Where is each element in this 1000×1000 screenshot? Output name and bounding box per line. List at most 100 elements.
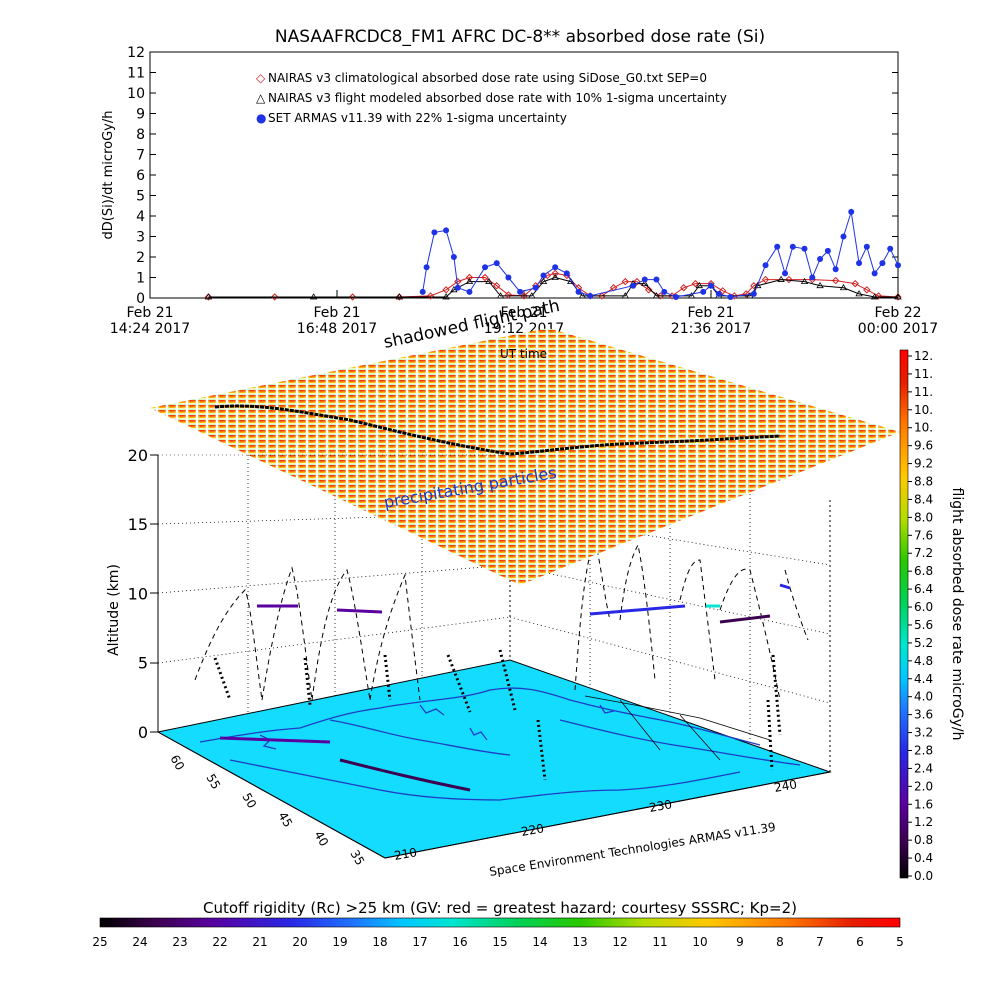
- series-point: [528, 292, 536, 299]
- series-point: [856, 260, 863, 267]
- latitude-tick-label: 40: [311, 829, 331, 849]
- series-point: [656, 292, 665, 300]
- dose-tick-label: 3.6: [914, 708, 933, 722]
- series-point: [661, 288, 668, 295]
- series-point: [630, 282, 637, 289]
- series-point: [816, 281, 824, 289]
- series-point: [715, 290, 722, 297]
- series-point: [505, 274, 512, 281]
- series-point: [750, 281, 758, 290]
- rigidity-tick-label: 6: [856, 935, 864, 949]
- dose-colorbar-label: flight absorbed dose rate microGy/h: [949, 488, 965, 741]
- x-tick-label: Feb 22: [874, 305, 921, 321]
- rigidity-tick-label: 17: [412, 935, 427, 949]
- series-point: [895, 262, 901, 269]
- dose-tick-label: 12.: [914, 349, 933, 363]
- rigidity-tick-label: 14: [532, 935, 547, 949]
- dose-tick-label: 8.4: [914, 492, 933, 506]
- series-point: [465, 273, 474, 282]
- dose-tick-label: 5.2: [914, 636, 933, 650]
- series-point: [774, 243, 781, 250]
- series-point: [652, 292, 661, 299]
- series-point: [672, 293, 679, 300]
- series-point: [504, 291, 513, 299]
- dose-colorbar: [899, 349, 909, 879]
- dose-tick-label: 9.2: [914, 457, 933, 471]
- dose-colorbar-ticks: 12. 11. 11. 10. 10. 9.6 9.2 8.8 8.4 8.0 7.6 7.2 6.8 6…: [908, 349, 933, 883]
- series-point: [520, 292, 528, 300]
- series-point: [742, 290, 750, 298]
- top-plot-area: [149, 51, 899, 299]
- rigidity-tick-label: 13: [572, 935, 587, 949]
- legend: ◇ NAIRAS v3 climatological absorbed dose …: [256, 71, 727, 125]
- x-tick-label: 16:48 2017: [297, 321, 377, 337]
- rigidity-colorbar: [99, 917, 901, 928]
- altitude-tick-label: 20: [128, 446, 148, 465]
- x-tick-label: 21:36 2017: [671, 321, 751, 337]
- latitude-axis: 60 55 50 45 40 35: [167, 753, 367, 868]
- x-tick-label: Feb 21: [313, 305, 360, 321]
- y-tick-label: 7: [136, 148, 145, 164]
- top-y-axis-label: dD(Si)/dt microGy/h: [101, 111, 116, 240]
- longitude-tick-label: 230: [648, 797, 673, 815]
- series-point: [832, 266, 839, 273]
- series-point: [874, 292, 883, 300]
- series-point: [204, 293, 213, 300]
- latitude-tick-label: 55: [203, 772, 223, 792]
- dose-tick-label: 8.8: [914, 475, 933, 489]
- dose-tick-label: 0.4: [914, 851, 933, 865]
- rigidity-tick-label: 25: [92, 935, 107, 949]
- series-point: [695, 281, 704, 289]
- series-point: [641, 279, 649, 287]
- dose-tick-label: 8.0: [914, 510, 933, 524]
- series-point: [551, 273, 559, 280]
- series-point: [466, 288, 473, 295]
- latitude-tick-label: 50: [239, 791, 259, 811]
- series-point: [539, 277, 548, 284]
- series-point: [839, 283, 848, 291]
- series-point: [621, 292, 629, 299]
- series-point: [532, 284, 539, 291]
- dose-tick-label: 2.8: [914, 743, 933, 757]
- rigidity-tick-label: 20: [292, 935, 307, 949]
- rigidity-tick-label: 5: [896, 935, 904, 949]
- series-point: [551, 269, 559, 278]
- series-point: [762, 262, 769, 269]
- series-point: [789, 243, 796, 250]
- series-point: [431, 229, 438, 236]
- latitude-tick-label: 35: [347, 848, 367, 868]
- series-point: [777, 275, 785, 282]
- y-tick-label: 5: [136, 189, 145, 205]
- series-point: [496, 292, 505, 299]
- series-point: [785, 275, 793, 284]
- series-point: [855, 290, 863, 297]
- dose-tick-label: 7.2: [914, 546, 933, 560]
- y-tick-label: 12: [127, 45, 145, 61]
- dose-tick-label: 1.6: [914, 797, 933, 811]
- dose-tick-label: 5.6: [914, 618, 933, 632]
- series-point: [840, 233, 847, 240]
- series-point: [708, 282, 714, 289]
- legend-symbol: △: [256, 91, 266, 105]
- rigidity-tick-label: 19: [332, 935, 347, 949]
- dose-tick-label: 6.0: [914, 600, 933, 614]
- altitude-axis-label: Altitude (km): [106, 564, 122, 656]
- rigidity-colorbar-ticks: 25 24 23 22 21 20 19 18 17 16 15 14 13 12 11 10 9 8 7 6 5: [92, 935, 903, 949]
- series-point: [870, 293, 879, 300]
- series-line: [208, 276, 898, 298]
- series-point: [426, 292, 435, 300]
- dose-tick-label: 6.8: [914, 564, 933, 578]
- dose-tick-label: 11.: [914, 367, 933, 381]
- series-point: [887, 245, 894, 252]
- rigidity-tick-label: 11: [652, 935, 667, 949]
- series-point: [750, 290, 757, 297]
- y-tick-label: 0: [136, 291, 145, 307]
- series-point: [754, 281, 762, 289]
- series-point: [598, 292, 606, 300]
- y-tick-label: 9: [136, 107, 145, 123]
- series-point: [641, 276, 648, 283]
- latitude-tick-label: 60: [167, 753, 187, 773]
- longitude-tick-label: 240: [773, 777, 798, 795]
- series-point: [633, 277, 641, 286]
- series-point: [894, 293, 902, 300]
